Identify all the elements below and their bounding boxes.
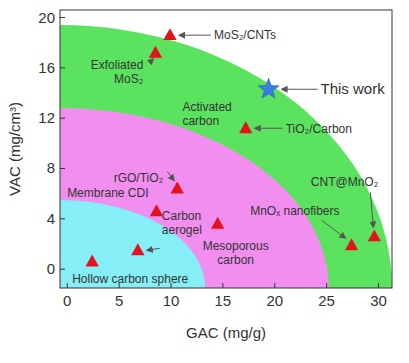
y-tick-label: 8: [47, 159, 55, 176]
point-label: Membrane CDI: [67, 186, 148, 200]
label-line: aerogel: [162, 223, 202, 237]
x-tick-label: 0: [63, 292, 71, 309]
y-tick-label: 12: [38, 109, 55, 126]
x-tick: [378, 283, 379, 288]
label-line: Carbon: [162, 209, 201, 223]
x-tick-label: 15: [215, 292, 232, 309]
label-line: Activated: [182, 100, 231, 114]
y-axis-title: VAC (mg/cm³): [6, 102, 23, 196]
triangle-point: [131, 243, 144, 255]
x-tick-label: 25: [318, 292, 335, 309]
triangle-point: [86, 255, 99, 267]
triangle-point: [345, 238, 358, 250]
y-tick-label: 16: [38, 59, 55, 76]
triangle-point: [171, 182, 184, 194]
y-tick-label: 20: [38, 9, 55, 26]
x-tick-label: 10: [163, 292, 180, 309]
point-label: Mesoporouscarbon: [203, 239, 269, 267]
x-tick-label: 5: [115, 292, 123, 309]
y-tick: [60, 168, 65, 169]
leader-arrow: [282, 89, 318, 90]
point-label: MnOₓ nanofibers: [250, 204, 339, 218]
label-line: MoS₂: [114, 72, 144, 86]
region: [60, 25, 392, 288]
x-tick: [274, 283, 275, 288]
y-tick-label: 0: [47, 260, 55, 277]
point-label: TiO₂/Carbon: [286, 122, 352, 136]
point-label: MoS₂/CNTs: [214, 28, 276, 42]
region: [60, 200, 205, 288]
annotations: Hollow carbon sphere Carbonaerogel Membran…: [67, 28, 385, 285]
point-label: ExfoliatedMoS₂: [91, 58, 144, 86]
point-label: Carbonaerogel: [162, 209, 202, 237]
plot-frame: [60, 10, 392, 288]
star-point: [258, 78, 279, 98]
x-tick: [326, 283, 327, 288]
label-line: carbon: [182, 114, 219, 128]
point-label: Hollow carbon sphere: [72, 272, 188, 286]
chart: 051015202530048121620GAC (mg/g)VAC (mg/c…: [0, 0, 409, 363]
x-tick: [67, 283, 68, 288]
label-line: Exfoliated: [91, 58, 144, 72]
y-tick: [60, 269, 65, 270]
y-tick: [60, 218, 65, 219]
leader-arrow: [322, 220, 346, 238]
leader-arrow: [255, 128, 283, 129]
triangle-point: [368, 229, 381, 241]
label-line: Mesoporous: [203, 239, 269, 253]
x-tick-label: 20: [266, 292, 283, 309]
y-tick: [60, 67, 65, 68]
leader-arrow: [179, 35, 211, 36]
y-tick: [60, 118, 65, 119]
label-line: carbon: [217, 253, 254, 267]
point-label: This work: [321, 80, 386, 97]
leader-arrow: [167, 172, 174, 181]
x-axis-title: GAC (mg/g): [186, 324, 266, 341]
plot-background: [60, 10, 392, 288]
triangle-point: [211, 217, 224, 229]
leader-arrow: [149, 59, 153, 63]
leader-arrow: [147, 248, 160, 250]
annotation: Activatedcarbon: [182, 100, 231, 128]
triangle-point: [239, 121, 252, 133]
x-tick: [222, 283, 223, 288]
point-label: CNT@MnO₂: [311, 175, 379, 189]
leader-arrow: [370, 192, 373, 227]
triangle-point: [149, 46, 162, 58]
point-label: rGO/TiO₂: [114, 171, 164, 185]
plot-area: [60, 25, 392, 288]
x-tick-label: 30: [370, 292, 387, 309]
y-tick-label: 4: [47, 210, 55, 227]
triangle-point: [163, 28, 176, 40]
y-tick: [60, 17, 65, 18]
